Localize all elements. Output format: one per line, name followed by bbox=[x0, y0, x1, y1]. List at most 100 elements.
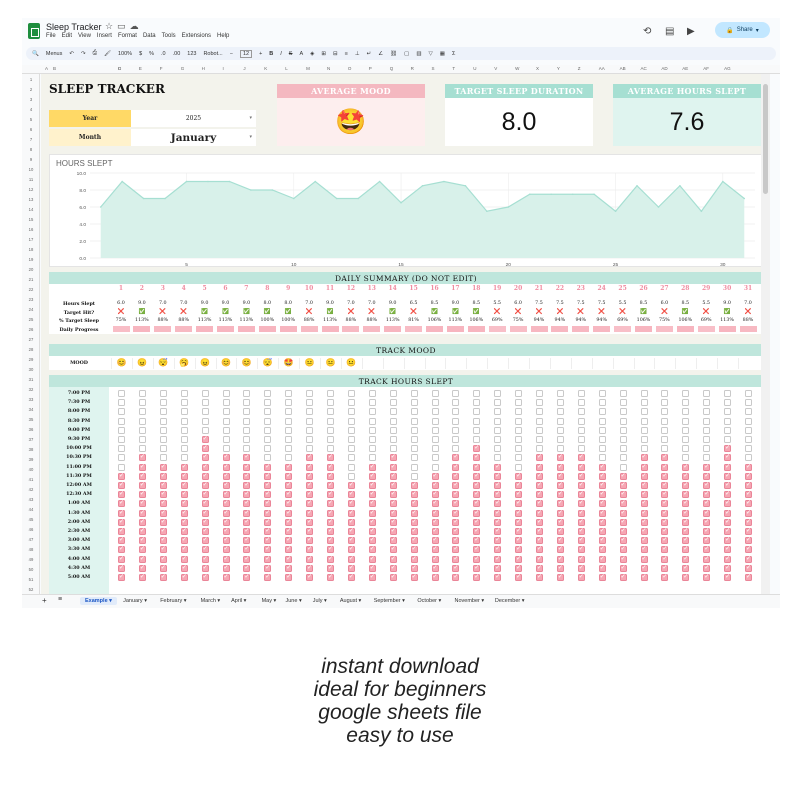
sleep-checkbox[interactable] bbox=[222, 417, 230, 425]
sleep-checkbox[interactable] bbox=[347, 481, 355, 489]
sleep-checkbox[interactable] bbox=[118, 445, 125, 453]
sleep-checkbox[interactable] bbox=[536, 518, 543, 526]
sleep-checkbox[interactable] bbox=[598, 417, 606, 425]
sleep-checkbox[interactable] bbox=[327, 445, 334, 453]
mood-cell[interactable] bbox=[382, 358, 403, 369]
sleep-checkbox[interactable] bbox=[515, 436, 523, 443]
sleep-checkbox[interactable] bbox=[368, 481, 376, 489]
row-header[interactable]: 20 bbox=[28, 267, 34, 272]
sleep-checkbox[interactable] bbox=[515, 545, 523, 554]
sleep-checkbox[interactable] bbox=[494, 399, 502, 407]
sleep-checkbox[interactable] bbox=[389, 445, 397, 453]
sleep-checkbox[interactable] bbox=[285, 527, 293, 535]
sleep-checkbox[interactable] bbox=[368, 555, 376, 563]
sleep-checkbox[interactable] bbox=[118, 545, 125, 554]
sleep-checkbox[interactable] bbox=[724, 408, 732, 416]
sleep-checkbox[interactable] bbox=[598, 472, 606, 480]
sleep-checkbox[interactable] bbox=[201, 472, 209, 480]
month-select[interactable]: January ▾ bbox=[131, 129, 256, 146]
sleep-checkbox[interactable] bbox=[682, 472, 690, 480]
sleep-checkbox[interactable] bbox=[159, 454, 167, 462]
sleep-checkbox[interactable] bbox=[661, 545, 669, 554]
sleep-checkbox[interactable] bbox=[745, 564, 752, 572]
sleep-checkbox[interactable] bbox=[682, 454, 690, 462]
sleep-checkbox[interactable] bbox=[536, 509, 543, 517]
sleep-checkbox[interactable] bbox=[682, 408, 690, 416]
sleep-checkbox[interactable] bbox=[327, 472, 334, 480]
sleep-checkbox[interactable] bbox=[598, 490, 606, 499]
sleep-checkbox[interactable] bbox=[682, 463, 690, 471]
sleep-checkbox[interactable] bbox=[368, 454, 376, 462]
sleep-checkbox[interactable] bbox=[159, 408, 167, 416]
sleep-checkbox[interactable] bbox=[222, 564, 230, 572]
sleep-checkbox[interactable] bbox=[222, 499, 230, 508]
row-header[interactable]: 44 bbox=[28, 507, 34, 512]
comments-icon[interactable]: ▤ bbox=[665, 26, 675, 37]
row-header[interactable]: 51 bbox=[28, 577, 34, 582]
row-header[interactable]: 13 bbox=[28, 197, 34, 202]
sleep-checkbox[interactable] bbox=[410, 454, 418, 462]
sleep-checkbox[interactable] bbox=[745, 527, 752, 535]
sleep-checkbox[interactable] bbox=[431, 527, 439, 535]
sleep-checkbox[interactable] bbox=[264, 408, 272, 416]
sleep-checkbox[interactable] bbox=[306, 453, 314, 462]
sheet-tab-october[interactable]: October ▾ bbox=[417, 598, 442, 604]
sleep-checkbox[interactable] bbox=[473, 444, 481, 453]
sleep-checkbox[interactable] bbox=[556, 472, 564, 480]
sleep-checkbox[interactable] bbox=[243, 463, 251, 471]
sleep-checkbox[interactable] bbox=[703, 490, 711, 499]
sleep-checkbox[interactable] bbox=[536, 472, 543, 480]
sleep-checkbox[interactable] bbox=[201, 536, 209, 545]
sleep-checkbox[interactable] bbox=[724, 527, 732, 535]
sleep-checkbox[interactable] bbox=[598, 573, 606, 581]
sleep-checkbox[interactable] bbox=[745, 426, 752, 434]
sleep-checkbox[interactable] bbox=[536, 445, 543, 453]
sleep-checkbox[interactable] bbox=[577, 399, 585, 407]
sleep-checkbox[interactable] bbox=[473, 536, 481, 545]
sleep-checkbox[interactable] bbox=[368, 573, 376, 581]
sleep-checkbox[interactable] bbox=[745, 472, 752, 480]
sleep-checkbox[interactable] bbox=[556, 390, 564, 397]
sleep-checkbox[interactable] bbox=[598, 408, 606, 416]
sleep-checkbox[interactable] bbox=[598, 499, 606, 508]
sleep-checkbox[interactable] bbox=[598, 509, 606, 517]
sleep-checkbox[interactable] bbox=[347, 527, 355, 535]
sleep-checkbox[interactable] bbox=[201, 408, 209, 416]
sleep-checkbox[interactable] bbox=[138, 399, 146, 407]
sleep-checkbox[interactable] bbox=[327, 527, 334, 535]
sleep-checkbox[interactable] bbox=[724, 481, 732, 489]
column-header[interactable]: M bbox=[306, 66, 310, 71]
sleep-checkbox[interactable] bbox=[598, 445, 606, 453]
sleep-checkbox[interactable] bbox=[118, 499, 125, 508]
sleep-checkbox[interactable] bbox=[452, 490, 460, 499]
sleep-checkbox[interactable] bbox=[473, 426, 481, 434]
sleep-checkbox[interactable] bbox=[201, 481, 209, 489]
sleep-checkbox[interactable] bbox=[703, 509, 711, 517]
column-header[interactable]: L bbox=[285, 66, 288, 71]
sleep-checkbox[interactable] bbox=[159, 545, 167, 554]
sleep-checkbox[interactable] bbox=[619, 445, 627, 453]
row-header[interactable]: 17 bbox=[28, 237, 34, 242]
zoom-select[interactable]: 100% bbox=[117, 50, 133, 57]
sleep-checkbox[interactable] bbox=[201, 417, 209, 425]
sleep-checkbox[interactable] bbox=[452, 436, 460, 443]
row-header[interactable]: 2 bbox=[29, 87, 33, 92]
sleep-checkbox[interactable] bbox=[431, 518, 439, 526]
sleep-checkbox[interactable] bbox=[724, 536, 732, 545]
sleep-checkbox[interactable] bbox=[138, 545, 146, 554]
sleep-checkbox[interactable] bbox=[431, 545, 439, 554]
sleep-checkbox[interactable] bbox=[243, 436, 251, 443]
sleep-checkbox[interactable] bbox=[243, 573, 251, 581]
sleep-checkbox[interactable] bbox=[724, 399, 732, 407]
sleep-checkbox[interactable] bbox=[264, 481, 272, 489]
sleep-checkbox[interactable] bbox=[536, 527, 543, 535]
sleep-checkbox[interactable] bbox=[159, 472, 167, 480]
sleep-checkbox[interactable] bbox=[473, 545, 481, 554]
row-header[interactable]: 4 bbox=[29, 107, 33, 112]
sleep-checkbox[interactable] bbox=[285, 536, 293, 545]
sleep-checkbox[interactable] bbox=[703, 408, 711, 416]
sleep-checkbox[interactable] bbox=[598, 463, 606, 471]
sleep-checkbox[interactable] bbox=[410, 518, 418, 526]
sleep-checkbox[interactable] bbox=[536, 408, 543, 416]
sleep-checkbox[interactable] bbox=[118, 481, 125, 489]
